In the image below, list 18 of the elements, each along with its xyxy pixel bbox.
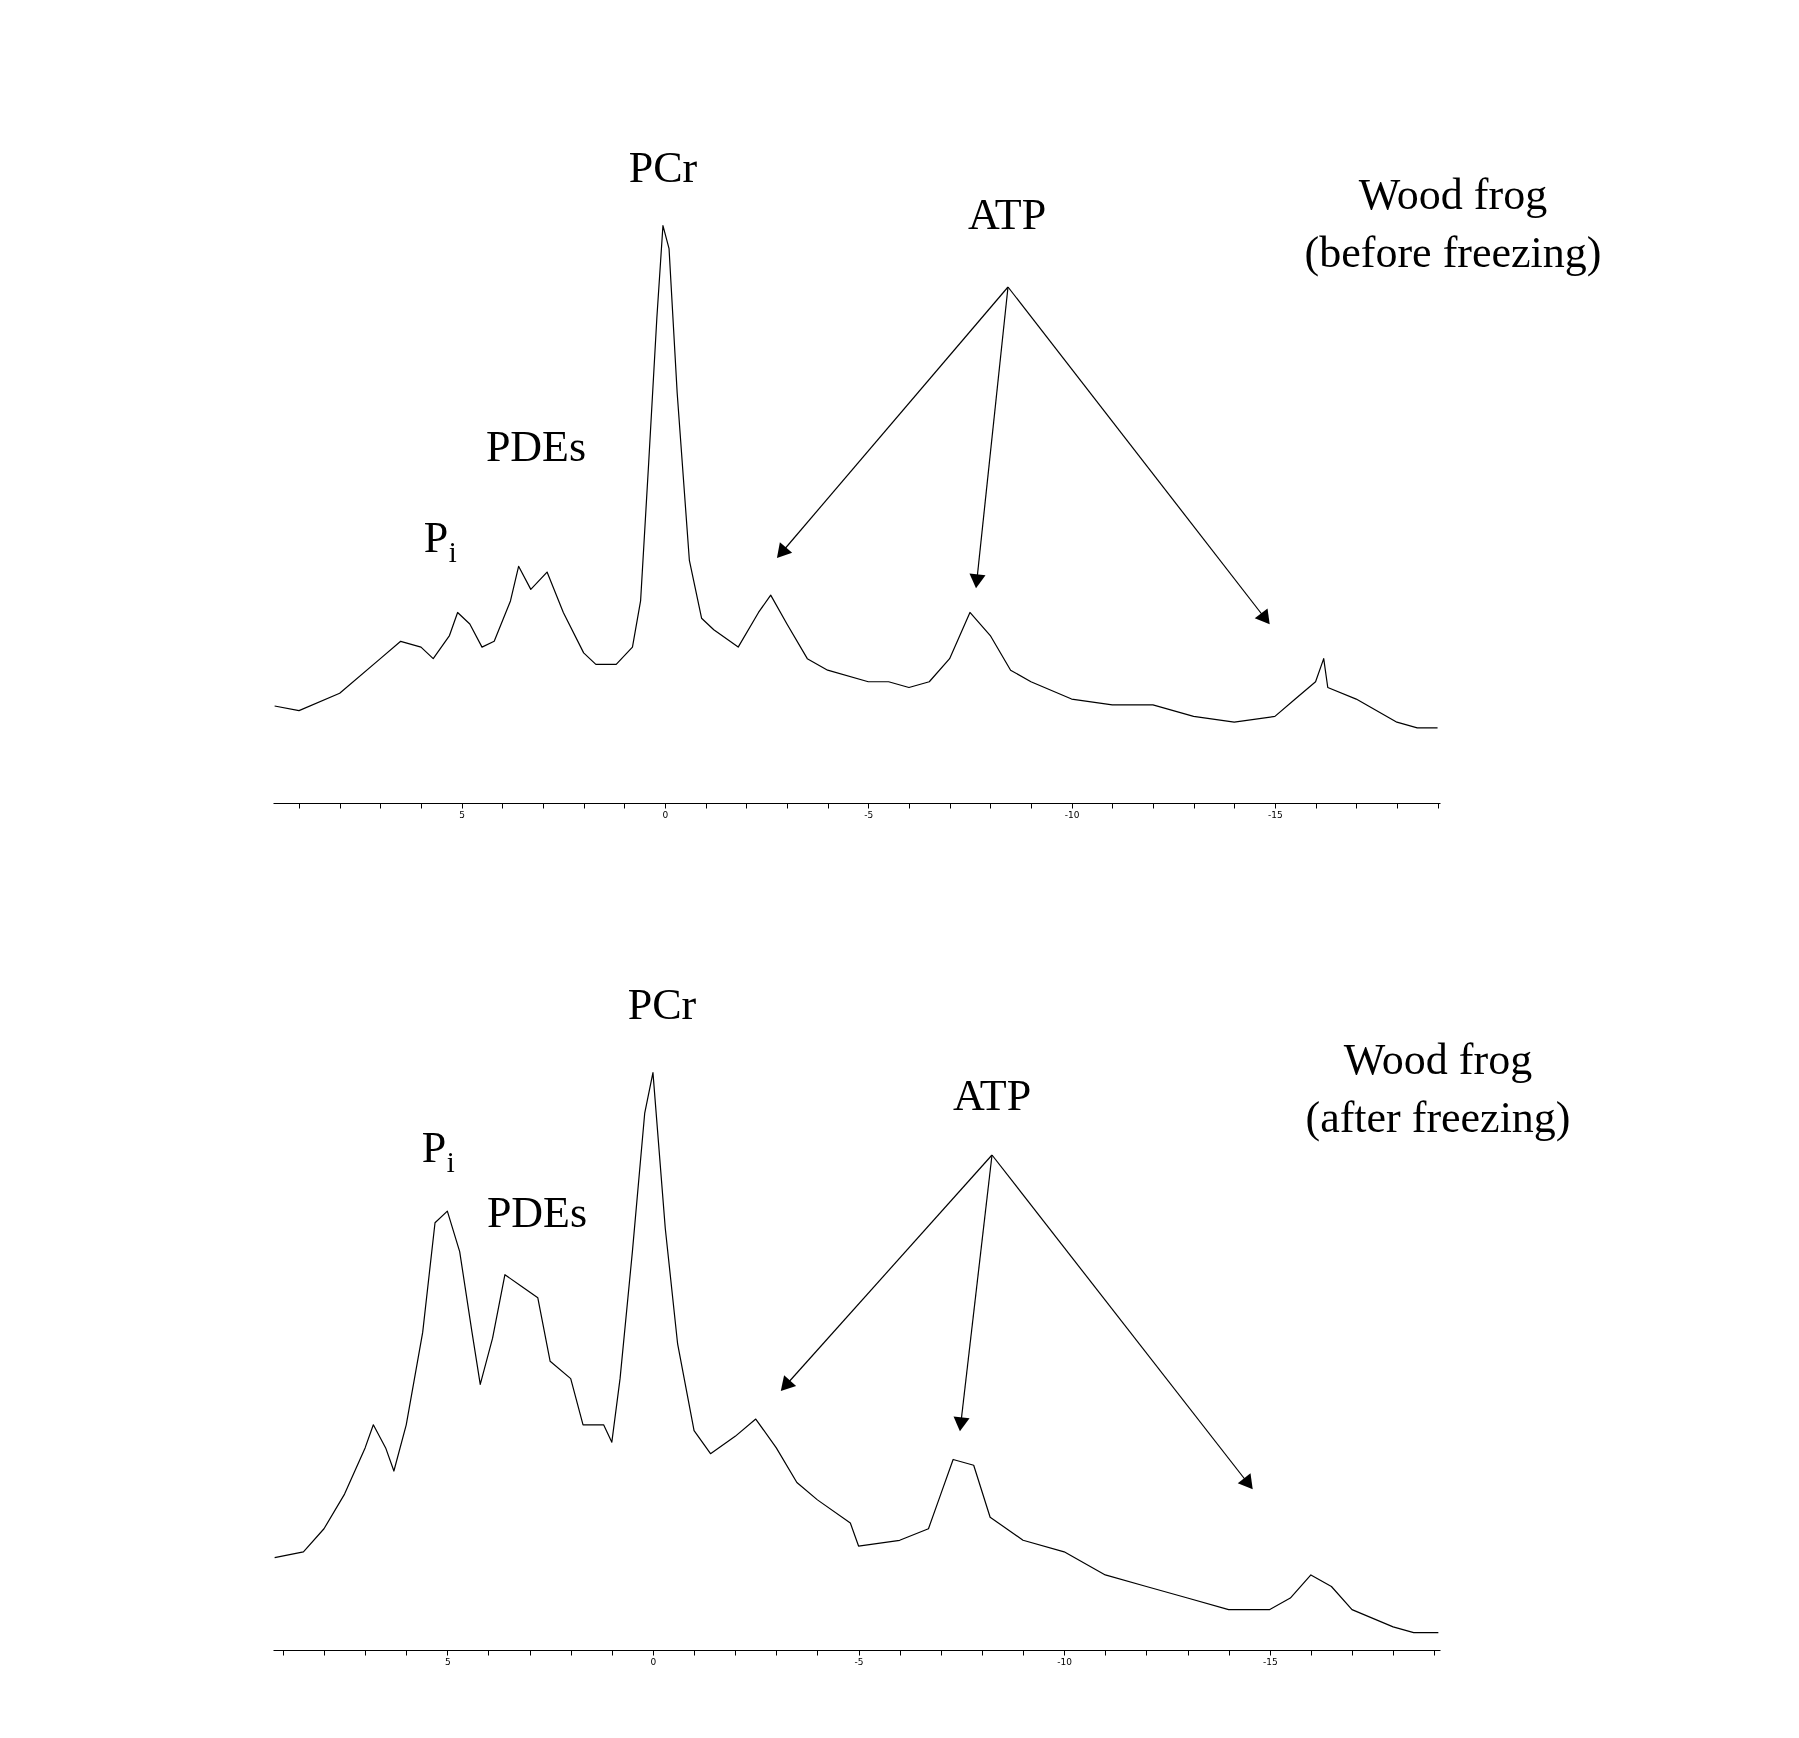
- annotation: ATP: [952, 1071, 1032, 1120]
- x-tick-label: -10: [1064, 809, 1080, 820]
- chart-title: Wood frog (before freezing): [1304, 170, 1602, 277]
- x-tick-label: -5: [864, 809, 874, 820]
- x-tick-label: -5: [854, 1656, 864, 1667]
- x-tick-label: -10: [1057, 1656, 1073, 1667]
- annotation: ATP: [967, 190, 1047, 239]
- text: PCr: [628, 143, 698, 192]
- x-tick-label: 5: [459, 809, 466, 820]
- x-tick-label: -15: [1268, 809, 1283, 820]
- chart-title: Wood frog (after freezing): [1305, 1035, 1571, 1142]
- x-tick-label: 0: [662, 809, 669, 820]
- x-tick-label: 0: [650, 1656, 657, 1667]
- text: PCr: [627, 980, 697, 1029]
- annotation: PDEs: [485, 422, 587, 471]
- annotation: PDEs: [486, 1188, 588, 1237]
- x-tick-label: -15: [1262, 1656, 1278, 1667]
- x-tick-label: 5: [444, 1656, 451, 1667]
